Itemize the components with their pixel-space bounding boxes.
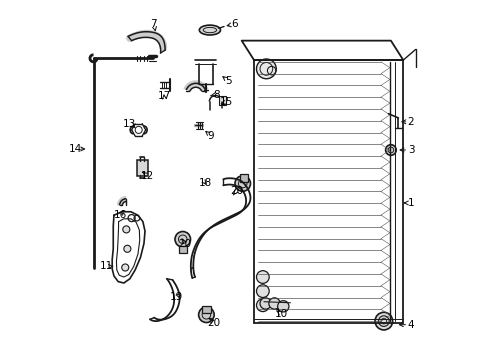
Text: 16: 16 xyxy=(113,210,127,220)
Circle shape xyxy=(256,285,269,297)
Circle shape xyxy=(256,271,269,283)
Text: 7: 7 xyxy=(150,19,157,29)
Circle shape xyxy=(175,231,190,247)
FancyBboxPatch shape xyxy=(239,175,248,181)
Circle shape xyxy=(122,226,130,233)
Text: 20: 20 xyxy=(206,318,220,328)
Circle shape xyxy=(235,176,250,191)
Text: 6: 6 xyxy=(231,19,238,29)
Text: 12: 12 xyxy=(141,171,154,181)
FancyBboxPatch shape xyxy=(136,160,147,176)
Circle shape xyxy=(277,301,288,312)
Text: 13: 13 xyxy=(123,118,136,129)
Text: 1: 1 xyxy=(407,198,413,208)
Circle shape xyxy=(385,145,395,155)
Text: 9: 9 xyxy=(207,131,214,141)
Ellipse shape xyxy=(199,25,220,35)
Text: 17: 17 xyxy=(157,91,170,101)
Circle shape xyxy=(122,264,128,271)
FancyBboxPatch shape xyxy=(178,246,186,253)
Text: 10: 10 xyxy=(274,309,287,319)
Text: 5: 5 xyxy=(225,76,231,86)
Text: 14: 14 xyxy=(69,144,82,154)
Circle shape xyxy=(198,307,214,323)
Text: 11: 11 xyxy=(100,261,113,271)
Text: 8: 8 xyxy=(213,90,219,100)
Text: 20: 20 xyxy=(178,239,191,248)
Bar xyxy=(219,96,225,105)
Circle shape xyxy=(374,312,392,330)
Text: 2: 2 xyxy=(407,117,413,127)
Text: 20: 20 xyxy=(230,186,243,195)
Text: 4: 4 xyxy=(407,320,413,330)
Circle shape xyxy=(260,298,271,309)
Text: 19: 19 xyxy=(170,292,183,302)
Circle shape xyxy=(256,59,276,79)
Text: 3: 3 xyxy=(407,145,413,155)
Circle shape xyxy=(256,299,269,312)
Text: 15: 15 xyxy=(220,97,233,107)
FancyBboxPatch shape xyxy=(202,306,210,312)
Text: 18: 18 xyxy=(198,178,211,188)
Circle shape xyxy=(268,298,280,309)
Circle shape xyxy=(123,245,131,252)
